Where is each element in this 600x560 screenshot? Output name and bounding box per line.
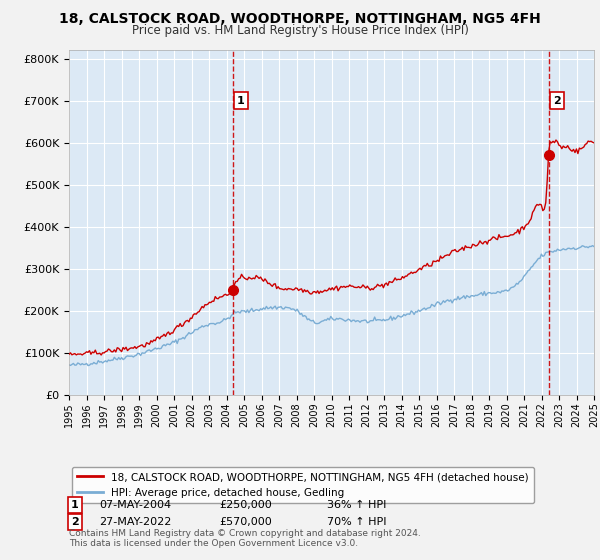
- Text: £250,000: £250,000: [219, 500, 272, 510]
- Legend: 18, CALSTOCK ROAD, WOODTHORPE, NOTTINGHAM, NG5 4FH (detached house), HPI: Averag: 18, CALSTOCK ROAD, WOODTHORPE, NOTTINGHA…: [71, 467, 534, 503]
- Text: Contains HM Land Registry data © Crown copyright and database right 2024.: Contains HM Land Registry data © Crown c…: [69, 529, 421, 538]
- Text: 1: 1: [71, 500, 79, 510]
- Text: This data is licensed under the Open Government Licence v3.0.: This data is licensed under the Open Gov…: [69, 539, 358, 548]
- Text: 2: 2: [71, 517, 79, 527]
- Text: 27-MAY-2022: 27-MAY-2022: [99, 517, 172, 527]
- Text: Price paid vs. HM Land Registry's House Price Index (HPI): Price paid vs. HM Land Registry's House …: [131, 24, 469, 36]
- Text: 2: 2: [553, 96, 560, 105]
- Text: 36% ↑ HPI: 36% ↑ HPI: [327, 500, 386, 510]
- Text: £570,000: £570,000: [219, 517, 272, 527]
- Text: 07-MAY-2004: 07-MAY-2004: [99, 500, 171, 510]
- Text: 70% ↑ HPI: 70% ↑ HPI: [327, 517, 386, 527]
- Text: 1: 1: [237, 96, 245, 105]
- Text: 18, CALSTOCK ROAD, WOODTHORPE, NOTTINGHAM, NG5 4FH: 18, CALSTOCK ROAD, WOODTHORPE, NOTTINGHA…: [59, 12, 541, 26]
